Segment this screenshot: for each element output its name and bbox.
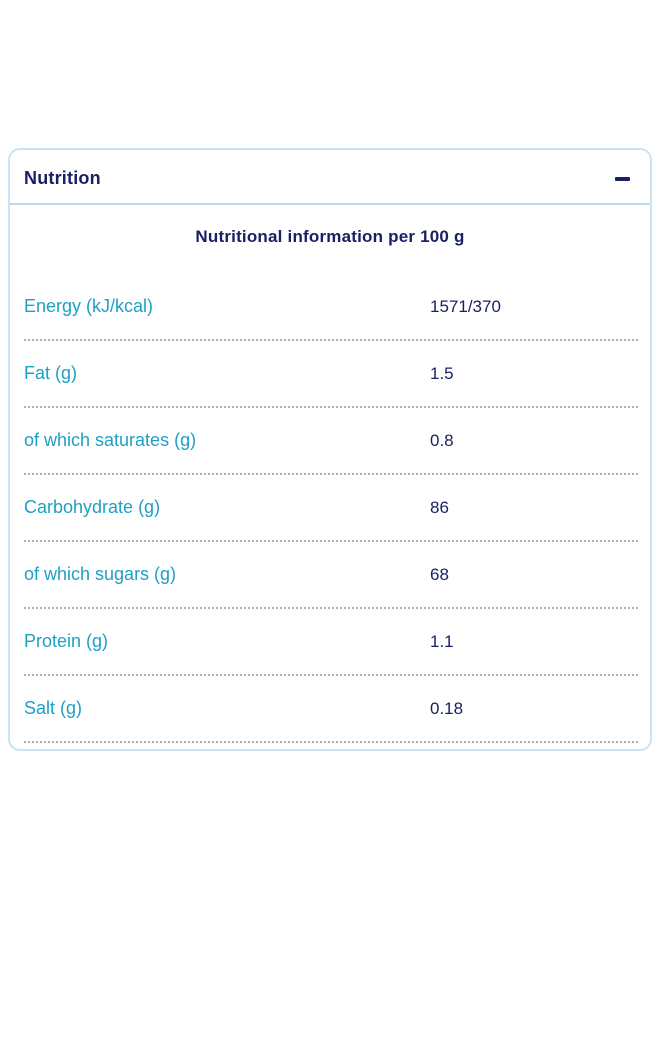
nutrition-section-title: Nutrition (24, 168, 101, 188)
row-value: 86 (430, 497, 449, 517)
row-value: 1571/370 (430, 296, 501, 316)
row-label: Protein (g) (24, 631, 109, 651)
minus-icon[interactable] (615, 176, 630, 181)
row-value: 68 (430, 564, 449, 584)
table-row-sugars: of which sugars (g) 68 (24, 542, 638, 609)
table-row-salt: Salt (g) 0.18 (24, 676, 638, 743)
table-row-fat: Fat (g) 1.5 (24, 341, 638, 408)
row-value: 1.1 (430, 631, 454, 651)
nutrition-accordion-header[interactable]: Nutrition (10, 150, 650, 205)
nutrition-card: Nutrition Nutritional information per 10… (8, 148, 652, 751)
row-label: of which sugars (g) (24, 564, 177, 584)
table-row-energy: Energy (kJ/kcal) 1571/370 (24, 274, 638, 341)
table-row-saturates: of which saturates (g) 0.8 (24, 408, 638, 475)
row-value: 0.8 (430, 430, 454, 450)
row-label: of which saturates (g) (24, 430, 197, 450)
row-value: 1.5 (430, 363, 454, 383)
row-label: Salt (g) (24, 698, 83, 718)
nutrition-table: Energy (kJ/kcal) 1571/370 Fat (g) 1.5 of… (24, 274, 638, 743)
row-value: 0.18 (430, 698, 464, 718)
row-label: Carbohydrate (g) (24, 497, 161, 517)
nutritional-table-title: Nutritional information per 100 g (195, 227, 465, 246)
row-label: Energy (kJ/kcal) (24, 296, 154, 316)
table-row-protein: Protein (g) 1.1 (24, 609, 638, 676)
row-label: Fat (g) (24, 363, 78, 383)
table-row-carbohydrate: Carbohydrate (g) 86 (24, 475, 638, 542)
